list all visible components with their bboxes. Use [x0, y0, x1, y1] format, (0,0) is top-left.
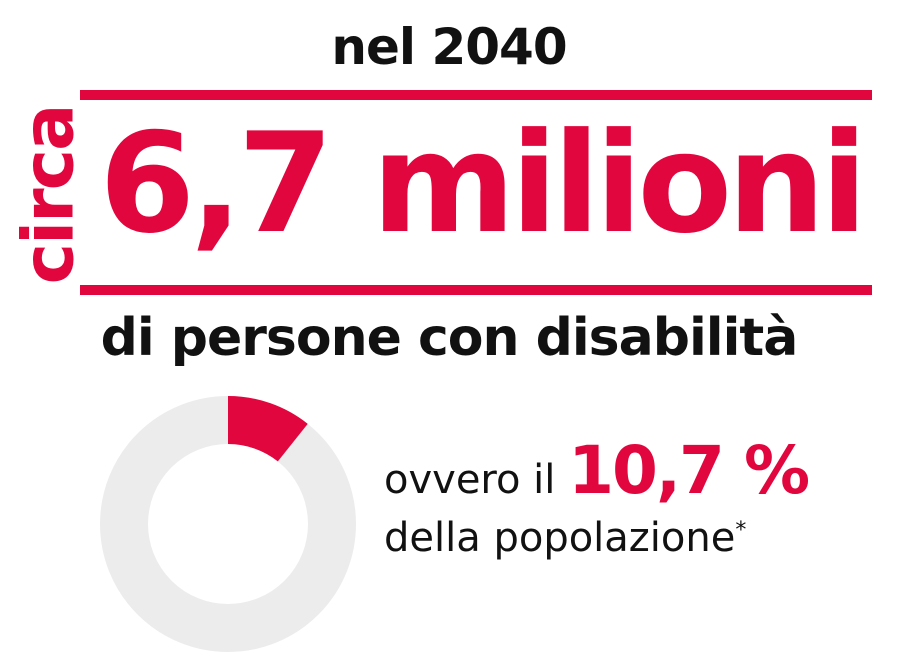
- year-heading: nel 2040: [331, 18, 567, 76]
- percentage-donut: [100, 396, 356, 652]
- bottom-rule: [80, 285, 872, 295]
- stat-prefix: ovvero il: [384, 457, 556, 503]
- stat-line-1: ovvero il 10,7 %: [384, 430, 810, 513]
- circa-label: circa: [7, 100, 89, 290]
- stat-suffix: della popolazione: [384, 514, 736, 561]
- donut-track: [100, 396, 356, 652]
- stat-line-2: della popolazione*: [384, 513, 808, 563]
- headline-number: 6,7 milioni: [99, 103, 868, 264]
- subtitle: di persone con disabilità: [100, 308, 799, 368]
- donut-segment: [227, 396, 308, 462]
- circa-text: circa: [7, 105, 89, 285]
- footnote-mark: *: [735, 517, 747, 543]
- stat-percent: 10,7 %: [568, 432, 810, 509]
- top-rule: [80, 90, 872, 100]
- stat-text: ovvero il 10,7 % della popolazione*: [384, 430, 810, 563]
